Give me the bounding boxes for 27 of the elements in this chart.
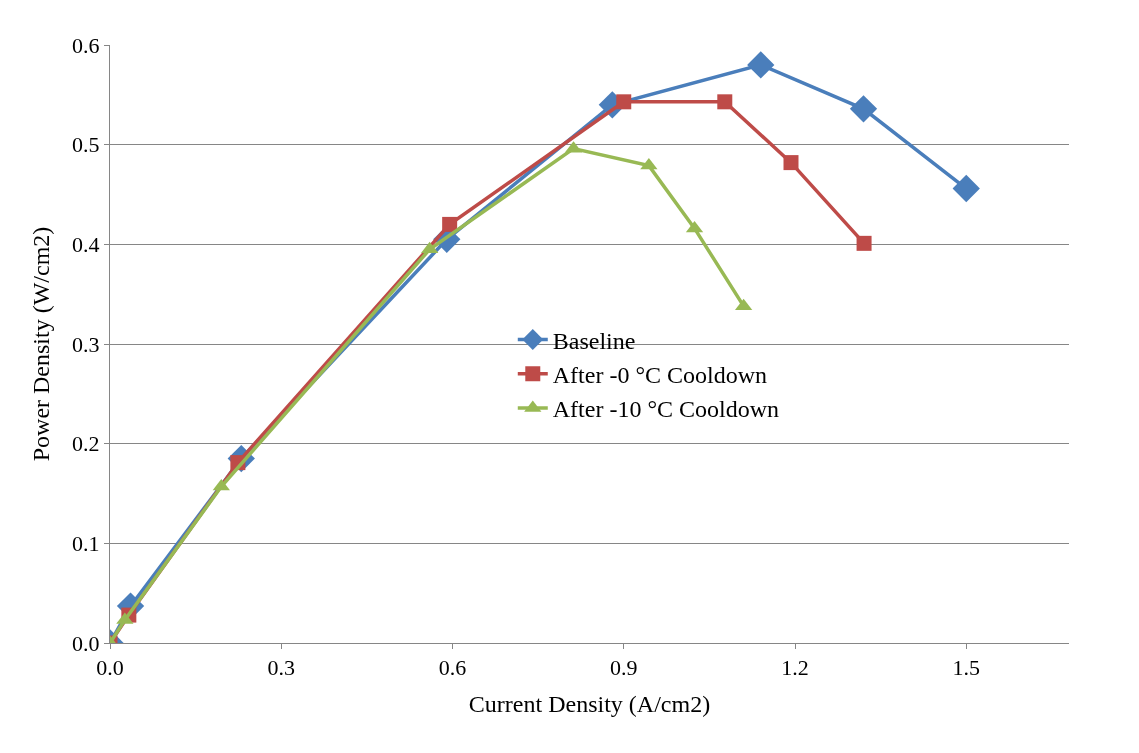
point [421,241,439,254]
point [717,94,733,110]
point [616,94,632,110]
x-tick-label: 0.9 [610,655,638,681]
y-tick-label: 0.3 [72,331,100,357]
x-tick-label: 0.0 [96,655,124,681]
y-tick-label: 0.5 [72,132,100,158]
y-tick-label: 0.4 [72,232,100,258]
y-tick-label: 0.2 [72,431,100,457]
y-axis-title: Power Density (W/cm2) [28,226,55,462]
x-tick-label: 0.6 [438,655,467,681]
point [849,95,878,123]
point [783,155,799,171]
x-tick-label: 1.5 [952,655,980,681]
y-tick-label: 0.1 [72,531,100,557]
legend-label: After -0 °C Cooldown [552,362,768,389]
y-tick-label: 0.0 [72,630,100,656]
x-axis-title: Current Density (A/cm2) [468,690,711,717]
point [952,174,980,203]
point [442,216,458,232]
legend-label: Baseline [552,327,636,354]
x-tick-label: 0.3 [267,655,295,681]
point [747,51,775,79]
x-tick-label: 1.2 [781,655,809,681]
point [856,235,872,251]
legend-label: After -10 °C Cooldown [552,396,780,423]
y-tick-label: 0.6 [72,32,100,58]
